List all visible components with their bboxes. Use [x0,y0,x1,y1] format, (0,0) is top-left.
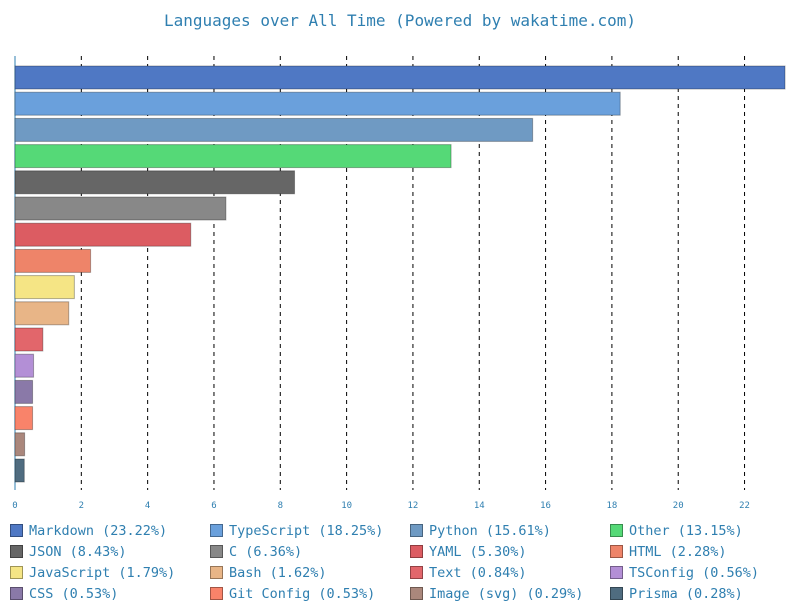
legend-label: Other (13.15%) [629,522,743,539]
legend-swatch [210,566,223,579]
legend-swatch [610,587,623,600]
bar-css [14,379,34,404]
legend-swatch [410,587,423,600]
legend-swatch [410,545,423,558]
bars [14,65,786,483]
legend-item: Git Config (0.53%) [210,583,410,604]
legend-swatch [10,566,23,579]
legend-label: JavaScript (1.79%) [29,564,176,581]
bar-image-svg [14,432,26,457]
bar-c [14,196,227,221]
legend-label: Markdown (23.22%) [29,522,168,539]
legend-label: Text (0.84%) [429,564,527,581]
legend-item: TypeScript (18.25%) [210,520,410,541]
legend-item: Image (svg) (0.29%) [410,583,610,604]
bar-markdown [14,65,786,90]
legend-item: HTML (2.28%) [610,541,800,562]
legend-label: Bash (1.62%) [229,564,327,581]
x-tick-label: 22 [739,501,750,511]
x-tick-label: 4 [145,501,150,511]
legend-label: TSConfig (0.56%) [629,564,760,581]
legend-label: HTML (2.28%) [629,543,727,560]
legend-item: TSConfig (0.56%) [610,562,800,583]
bar-bash [14,301,70,326]
legend-item: YAML (5.30%) [410,541,610,562]
legend-label: Git Config (0.53%) [229,585,376,602]
legend-label: JSON (8.43%) [29,543,127,560]
legend-label: Python (15.61%) [429,522,551,539]
legend-swatch [210,545,223,558]
legend-item: JavaScript (1.79%) [10,562,210,583]
legend-label: YAML (5.30%) [429,543,527,560]
bar-text [14,327,44,352]
bar-typescript [14,91,621,116]
bar-json [14,170,296,195]
legend-label: CSS (0.53%) [29,585,119,602]
bar-python [14,117,534,142]
legend-item: Markdown (23.22%) [10,520,210,541]
legend-item: Text (0.84%) [410,562,610,583]
legend-label: TypeScript (18.25%) [229,522,384,539]
legend-item: JSON (8.43%) [10,541,210,562]
legend-swatch [10,545,23,558]
legend-swatch [410,524,423,537]
legend-item: Other (13.15%) [610,520,800,541]
x-tick-label: 10 [341,501,352,511]
legend-item: Prisma (0.28%) [610,583,800,604]
x-tick-label: 0 [12,501,17,511]
bar-git-config [14,406,34,431]
legend-swatch [10,587,23,600]
legend-swatch [410,566,423,579]
bar-tsconfig [14,353,35,378]
legend-item: Python (15.61%) [410,520,610,541]
legend-swatch [210,587,223,600]
bar-html [14,248,92,273]
chart-title: Languages over All Time (Powered by waka… [164,11,636,30]
legend-swatch [610,545,623,558]
legend-label: C (6.36%) [229,543,303,560]
x-tick-label: 16 [540,501,551,511]
legend-swatch [610,566,623,579]
x-tick-label: 8 [278,501,283,511]
legend-swatch [210,524,223,537]
x-tick-label: 6 [211,501,216,511]
x-tick-label: 2 [79,501,84,511]
bar-other [14,144,452,169]
legend-item: Bash (1.62%) [210,562,410,583]
legend-swatch [10,524,23,537]
x-tick-label: 14 [474,501,485,511]
legend-item: C (6.36%) [210,541,410,562]
legend-label: Prisma (0.28%) [629,585,743,602]
x-tick-label: 12 [408,501,419,511]
x-tick-label: 18 [606,501,617,511]
bar-prisma [14,458,25,483]
x-tick-label: 20 [673,501,684,511]
legend-swatch [610,524,623,537]
x-axis: 0 2 4 6 8 10 12 14 16 18 20 22 [12,501,750,511]
legend: Markdown (23.22%) TypeScript (18.25%) Pyth… [10,520,800,604]
legend-item: CSS (0.53%) [10,583,210,604]
bar-chart: Languages over All Time (Powered by waka… [12,11,786,511]
legend-label: Image (svg) (0.29%) [429,585,584,602]
bar-yaml [14,222,192,247]
bar-javascript [14,275,75,300]
